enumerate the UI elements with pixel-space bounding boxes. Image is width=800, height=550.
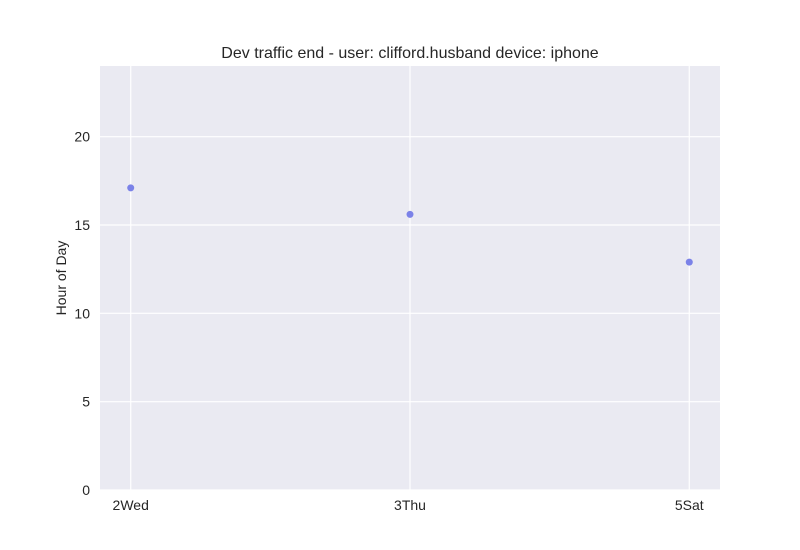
x-tick-label: 3Thu — [394, 497, 426, 513]
x-tick-label: 5Sat — [675, 497, 704, 513]
y-tick-label: 10 — [74, 305, 90, 321]
chart-title: Dev traffic end - user: clifford.husband… — [221, 45, 599, 62]
y-tick-labels: 0 5 10 15 20 — [74, 129, 90, 498]
y-tick-label: 15 — [74, 217, 90, 233]
y-tick-label: 20 — [74, 129, 90, 145]
y-tick-label: 5 — [82, 394, 90, 410]
x-tick-labels: 2Wed 3Thu 5Sat — [113, 497, 704, 513]
y-axis-label: Hour of Day — [53, 241, 69, 316]
data-point — [127, 184, 135, 192]
data-points — [127, 184, 693, 266]
data-point — [685, 258, 693, 266]
x-tick-label: 2Wed — [113, 497, 149, 513]
grid-lines — [100, 66, 720, 491]
data-point — [406, 210, 414, 218]
y-tick-label: 0 — [82, 482, 90, 498]
